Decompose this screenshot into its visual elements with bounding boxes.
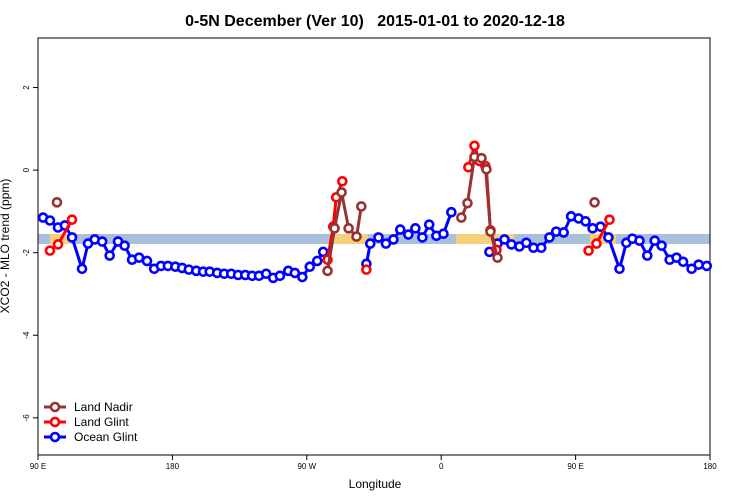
- land-band: [456, 234, 514, 244]
- data-point: [343, 223, 354, 234]
- data-point: [693, 259, 704, 270]
- x-axis-label: Longitude: [349, 477, 402, 491]
- x-tick-label: 0: [439, 462, 444, 471]
- data-point: [51, 197, 63, 208]
- legend-label: Ocean Glint: [74, 430, 138, 444]
- data-point: [373, 232, 384, 243]
- data-point: [119, 240, 130, 251]
- data-point: [317, 246, 329, 258]
- data-point: [701, 260, 713, 272]
- legend-marker: [49, 401, 61, 413]
- data-point: [337, 175, 348, 187]
- data-point: [506, 239, 517, 250]
- data-point: [535, 242, 547, 254]
- data-point: [481, 163, 492, 175]
- x-tick-label: 90 W: [297, 462, 316, 471]
- data-point: [329, 223, 340, 234]
- data-point: [76, 263, 88, 275]
- data-point: [44, 245, 56, 256]
- data-point: [361, 264, 372, 275]
- legend-marker: [49, 431, 61, 443]
- data-point: [394, 224, 406, 235]
- legend-label: Land Nadir: [74, 400, 133, 414]
- data-point: [410, 223, 421, 234]
- data-point: [304, 261, 316, 273]
- data-point: [558, 227, 569, 238]
- chart-title: 0-5N December (Ver 10) 2015-01-01 to 202…: [185, 13, 565, 30]
- x-tick-label: 180: [703, 462, 717, 471]
- plot-frame: [37, 37, 711, 456]
- y-tick-label: 2: [22, 85, 31, 90]
- legend-label: Land Glint: [74, 415, 129, 429]
- data-point: [456, 212, 467, 223]
- data-point: [104, 250, 115, 261]
- data-point: [603, 232, 614, 243]
- data-point: [388, 234, 399, 245]
- x-tick-label: 90 E: [30, 462, 46, 471]
- y-tick-label: -4: [22, 331, 31, 339]
- data-point: [423, 219, 435, 230]
- data-point: [417, 232, 428, 243]
- data-point: [677, 256, 689, 268]
- data-point: [322, 265, 333, 277]
- data-point: [656, 240, 667, 251]
- data-point: [469, 140, 480, 152]
- data-point: [44, 215, 56, 226]
- data-point: [364, 238, 376, 249]
- data-point: [141, 255, 153, 267]
- data-point: [580, 216, 591, 227]
- data-point: [463, 161, 474, 173]
- data-point: [462, 197, 473, 209]
- y-tick-label: -2: [22, 249, 31, 257]
- plot-area: [37, 140, 713, 284]
- y-tick-label: -6: [22, 414, 31, 422]
- data-point: [446, 206, 457, 218]
- data-point: [297, 271, 308, 283]
- data-point: [380, 238, 392, 249]
- data-point: [649, 235, 661, 247]
- data-point: [499, 234, 510, 245]
- data-point: [634, 235, 645, 247]
- data-point: [336, 187, 347, 198]
- data-point: [476, 152, 487, 164]
- data-point: [604, 214, 615, 225]
- data-point: [96, 236, 108, 247]
- data-point: [356, 201, 367, 212]
- x-tick-label: 180: [166, 462, 180, 471]
- data-point: [311, 255, 323, 267]
- data-point: [66, 232, 78, 243]
- y-axis-label: XCO2 - MLO trend (ppm): [0, 179, 12, 314]
- data-point: [66, 214, 78, 225]
- data-point: [614, 263, 625, 275]
- data-point: [485, 226, 496, 237]
- land-band: [590, 234, 616, 244]
- y-tick-label: 0: [22, 167, 31, 172]
- x-tick-label: 90 E: [567, 462, 583, 471]
- data-point: [289, 267, 301, 279]
- data-point: [351, 231, 362, 242]
- data-point: [52, 239, 64, 250]
- land-band: [330, 234, 368, 244]
- data-point: [641, 250, 653, 261]
- data-point: [438, 228, 449, 240]
- data-point: [274, 270, 286, 282]
- data-point: [544, 232, 555, 243]
- data-point: [492, 252, 503, 263]
- data-point: [403, 229, 414, 240]
- data-point: [583, 245, 594, 256]
- legend-marker: [49, 416, 61, 428]
- data-point: [521, 237, 532, 249]
- data-point: [589, 197, 600, 208]
- data-point: [591, 238, 602, 249]
